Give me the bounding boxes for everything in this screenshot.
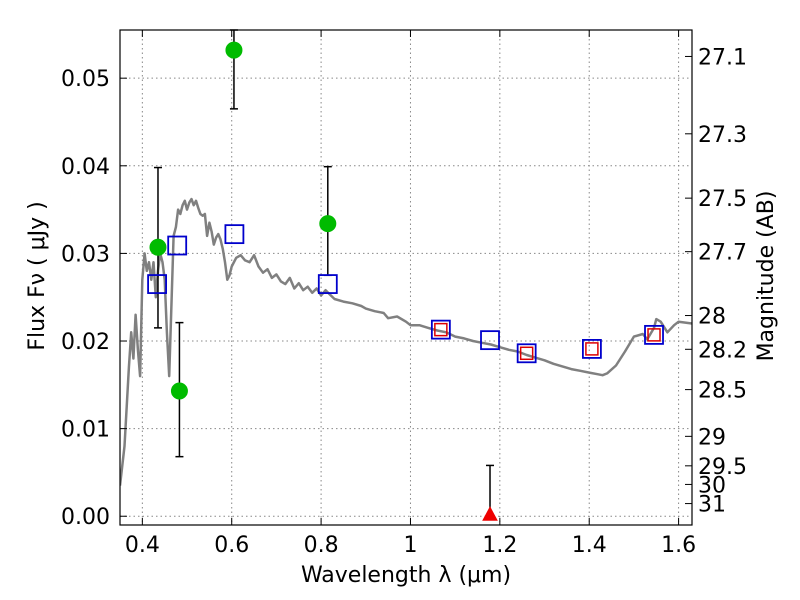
right-tick-label: 28 [698,305,726,330]
y-tick-labels: 0.00 0.01 0.02 0.03 0.04 0.05 [61,67,110,530]
model-photometry-box [317,274,338,294]
model-photometry-box [147,274,167,294]
model-photometry-box [644,324,664,345]
upper-limit-marker [482,506,498,521]
right-tick-label: 28.5 [698,379,747,404]
observed-layer [149,41,337,400]
model-photometry-layer [147,224,664,364]
model-photometry-box [480,330,500,351]
model-box-inner [434,322,448,337]
right-tick-label: 31 [698,493,726,518]
x-tick-label: 1.6 [661,533,696,558]
observed-point [225,41,243,59]
x-tick-label: 0.4 [125,533,160,558]
right-tick-label: 27.5 [698,187,747,212]
x-tick-label: 0.8 [304,533,339,558]
model-photometry-box [430,319,451,340]
y-tick-label: 0.01 [61,418,110,443]
observed-point [149,238,167,256]
plot-frame [119,29,693,526]
model-photometry-box [582,339,602,359]
right-tick-label: 29 [698,425,726,450]
x-tick-label: 0.6 [214,533,249,558]
grid-lines [120,30,692,525]
y-tick-label: 0.04 [61,155,110,180]
y-tick-label: 0.02 [61,330,110,355]
upper-limit-layer [482,506,498,521]
observed-point [170,382,188,400]
y-axis-label-right: Magnitude (AB) [754,191,779,362]
errorbar-layer [153,29,495,517]
x-axis-label: Wavelength λ (μm) [301,563,511,588]
model-sed-layer [120,197,692,486]
model-photometry-box [167,235,188,256]
plot-area [120,29,692,521]
x-tick-label: 1 [403,533,417,558]
right-tick-label: 27.1 [698,45,747,70]
y-tick-label: 0.00 [61,505,110,530]
observed-point [319,215,337,233]
model-box-inner [519,346,534,361]
model-photometry-box [516,343,537,364]
right-tick-label: 27.7 [698,241,747,266]
x-tick-label: 1.4 [572,533,607,558]
model-sed-line [120,197,692,486]
model-box-inner [585,342,599,356]
right-tick-label: 29.5 [698,455,747,480]
x-tick-label: 1.2 [482,533,517,558]
model-box-inner [647,328,661,342]
y-axis-label: Flux Fν ( μJy ) [25,201,50,350]
right-tick-label: 27.3 [698,123,747,148]
x-tick-labels: 0.4 0.6 0.8 1 1.2 1.4 1.6 [125,533,696,558]
right-tick-label: 30 [698,473,726,498]
axes [119,29,693,526]
y-tick-label: 0.03 [61,242,110,267]
y-tick-label: 0.05 [61,67,110,92]
model-photometry-box [224,224,245,245]
right-tick-label: 28.2 [698,338,747,363]
